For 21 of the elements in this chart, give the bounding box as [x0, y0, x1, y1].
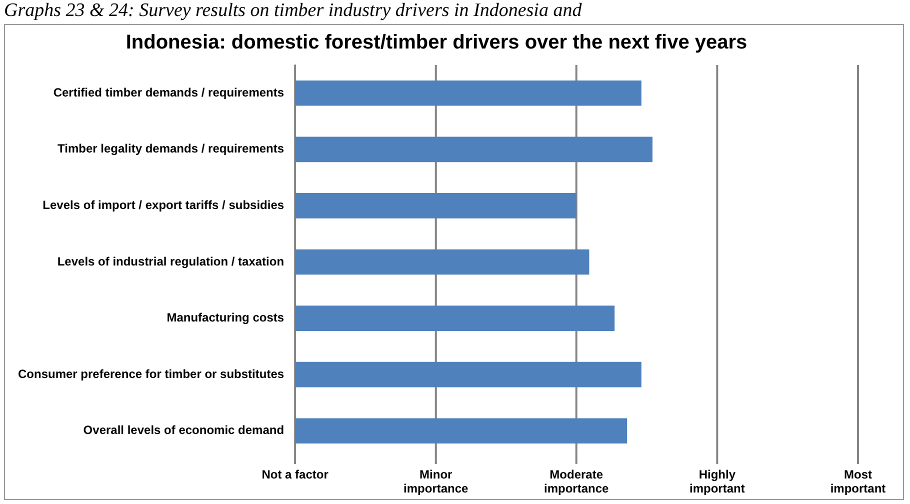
text: Graphs 23 & 24: Survey results on timber industry drivers in Indonesia and — [3, 0, 583, 22]
y-tick-label: Consumer preference for timber or substitutes — [18, 366, 284, 381]
bar — [295, 418, 628, 444]
ref-line-label: Highly important — [690, 467, 745, 496]
bar — [295, 306, 615, 331]
y-tick-label: Certified timber demands / requirements — [53, 85, 284, 100]
chart-title: Indonesia: domestic forest/timber drivers over the next five years — [126, 32, 748, 54]
y-tick-label: Levels of import / export tariffs / subsidies — [42, 198, 284, 212]
ref-line-label: Most important — [830, 467, 886, 496]
ref-line-label: Moderate importance — [544, 467, 610, 496]
bar — [295, 193, 576, 218]
y-tick-label: Manufacturing costs — [166, 310, 284, 325]
y-tick-label: Timber legality demands / requirements — [58, 142, 284, 156]
ref-line-label: Not a factor — [262, 467, 329, 482]
bar — [295, 80, 642, 106]
bar — [295, 362, 642, 388]
y-tick-label: Levels of industrial regulation / taxation — [57, 254, 284, 268]
y-tick-label: Overall levels of economic demand — [83, 423, 284, 438]
ref-line-label: Minor importance — [404, 467, 469, 496]
bar — [295, 136, 652, 162]
bar — [295, 249, 590, 275]
